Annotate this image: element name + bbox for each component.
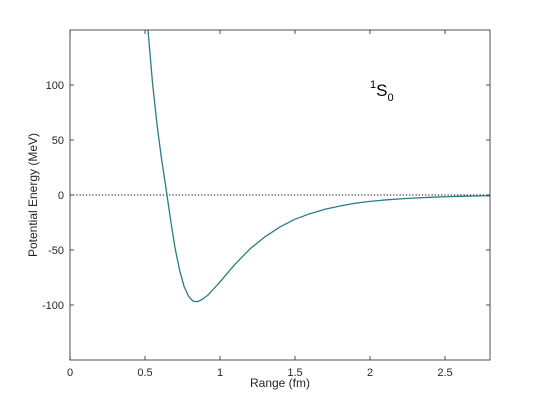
x-tick-label: 1.5 <box>287 367 302 379</box>
x-tick-label: 1 <box>217 367 223 379</box>
x-axis-label: Range (fm) <box>250 376 310 390</box>
y-tick-label: 0 <box>58 190 64 202</box>
annotation-base: S <box>376 81 387 100</box>
y-tick-label: 50 <box>52 135 64 147</box>
x-tick-label: 0.5 <box>137 367 152 379</box>
y-tick-label: -100 <box>42 300 64 312</box>
series-line-0 <box>147 30 490 303</box>
state-annotation: 1S0 <box>370 79 394 104</box>
x-tick-label: 2 <box>367 367 373 379</box>
annotation-subscript: 0 <box>387 92 393 104</box>
y-axis-label: Potential Energy (MeV) <box>26 133 40 257</box>
x-tick-label: 0 <box>67 367 73 379</box>
y-tick-label: 100 <box>46 80 64 92</box>
plot-area <box>70 30 490 360</box>
x-tick-label: 2.5 <box>437 367 452 379</box>
annotation-superscript: 1 <box>370 79 376 91</box>
y-tick-label: -50 <box>48 245 64 257</box>
